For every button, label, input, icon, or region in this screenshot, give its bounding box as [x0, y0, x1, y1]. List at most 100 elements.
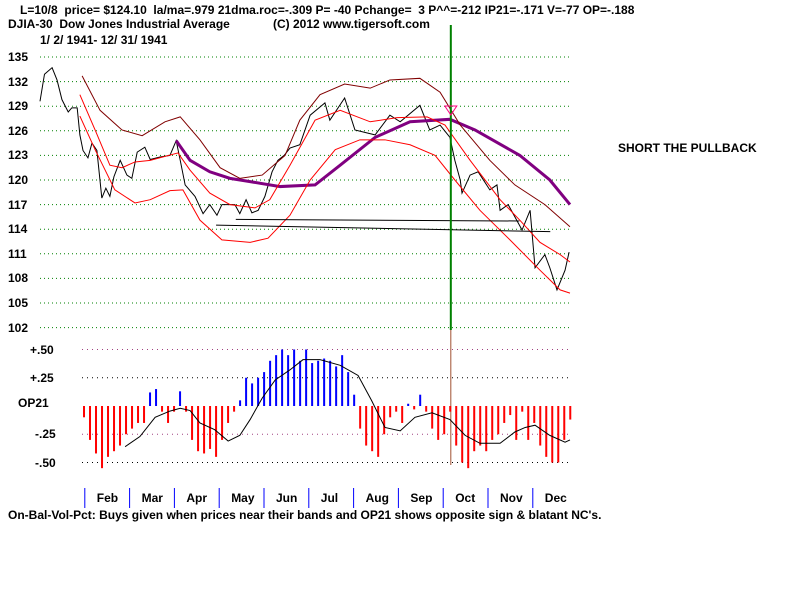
price-axis-label: 105	[8, 296, 29, 310]
op21-bar	[533, 406, 536, 423]
op21-bar	[245, 377, 248, 406]
op21-bar	[131, 406, 134, 429]
op21-bar	[83, 406, 86, 418]
op21-bar	[221, 406, 224, 440]
op21-bar	[167, 406, 170, 423]
sell-signal-marker-icon	[443, 105, 458, 116]
month-label: Sep	[410, 491, 433, 505]
op21-bar	[179, 391, 182, 406]
op21-bar	[113, 406, 116, 452]
op21-axis-label: +.50	[30, 342, 54, 357]
op21-bar	[449, 406, 452, 412]
op21-bar	[383, 406, 386, 435]
month-label: Jul	[320, 491, 339, 505]
op21-bar	[335, 366, 338, 406]
op21-bar	[125, 406, 128, 435]
series-band-outer-upper	[81, 75, 571, 228]
op21-bar	[539, 406, 542, 446]
op21-bar	[101, 406, 104, 469]
op21-bar	[143, 406, 146, 423]
op21-axis-label: -.50	[35, 455, 56, 470]
annotation-short-the-pullback: SHORT THE PULLBACK	[618, 141, 757, 155]
month-label: Jun	[276, 491, 298, 505]
op21-bar	[329, 360, 332, 406]
series-price	[39, 66, 570, 292]
price-axis-label: 111	[8, 246, 27, 261]
month-label: Feb	[96, 491, 119, 505]
op21-bar	[371, 406, 374, 452]
op21-bar	[203, 406, 206, 454]
price-axis-label: 108	[8, 271, 29, 286]
op21-bar	[551, 406, 554, 463]
op21-bar	[161, 406, 164, 412]
op21-bar	[257, 377, 260, 406]
op21-bar	[287, 355, 290, 406]
op21-bar	[491, 406, 494, 440]
series-support-line-1	[235, 218, 520, 222]
copyright: (C) 2012 www.tigersoft.com	[273, 17, 430, 31]
op21-bar	[89, 406, 92, 440]
op21-bar	[185, 406, 188, 412]
series-support-line-2	[216, 224, 551, 233]
op21-bar	[323, 358, 326, 406]
op21-bar	[233, 406, 236, 412]
series-band-inner	[79, 94, 571, 263]
op21-bar	[563, 406, 566, 440]
op21-bar	[509, 406, 512, 416]
price-axis-label: 120	[8, 173, 29, 187]
op21-bar	[395, 406, 398, 412]
op21-bar	[377, 406, 380, 457]
op21-bar	[407, 403, 410, 406]
month-label: Mar	[141, 491, 163, 505]
price-axis-label: 126	[8, 123, 29, 138]
op21-bar	[527, 406, 530, 440]
series-ma	[174, 117, 572, 206]
month-label: Dec	[544, 491, 567, 505]
op21-axis-label: OP21	[18, 395, 49, 410]
op21-bar	[347, 372, 350, 406]
op21-bar	[569, 406, 572, 420]
op21-bar	[437, 406, 440, 440]
op21-bar	[431, 406, 434, 429]
month-label: Apr	[186, 491, 208, 505]
op21-bar	[293, 349, 296, 406]
price-axis-label: 102	[8, 320, 29, 335]
op21-bar	[119, 406, 122, 446]
op21-bar	[389, 406, 392, 418]
op21-bar	[311, 363, 314, 406]
footer-note: On-Bal-Vol-Pct: Buys given when prices n…	[8, 508, 602, 522]
price-axis-label: 123	[8, 148, 29, 163]
op21-bar	[155, 389, 158, 406]
month-label: May	[231, 491, 255, 505]
op21-bar	[305, 349, 308, 406]
symbol-title: DJIA-30 Dow Jones Industrial Average	[8, 17, 230, 31]
price-axis-label: 114	[8, 222, 28, 237]
op21-bar	[473, 406, 476, 452]
op21-bar	[365, 406, 368, 446]
op21-bar	[281, 349, 284, 406]
month-label: Oct	[455, 491, 476, 505]
op21-axis-label: -.25	[35, 427, 56, 442]
op21-bar	[515, 406, 518, 440]
month-label: Nov	[500, 491, 523, 505]
op21-bar	[401, 406, 404, 423]
op21-bar	[173, 406, 176, 412]
op21-bar	[317, 360, 320, 406]
op21-bar	[197, 406, 200, 452]
op21-bar	[263, 372, 266, 406]
op21-bar	[359, 406, 362, 429]
op21-bar	[341, 355, 344, 406]
op21-bar	[485, 406, 488, 452]
op21-bar	[95, 406, 98, 454]
op21-bar	[227, 406, 230, 423]
op21-ma-line	[124, 359, 571, 448]
price-axis-label: 135	[8, 50, 29, 64]
op21-bar	[461, 406, 464, 463]
op21-bar	[239, 400, 242, 406]
op21-bar	[107, 406, 110, 457]
op21-axis-label: +.25	[30, 370, 54, 385]
op21-bar	[413, 406, 416, 410]
op21-bar	[137, 406, 140, 423]
op21-bar	[557, 406, 560, 463]
